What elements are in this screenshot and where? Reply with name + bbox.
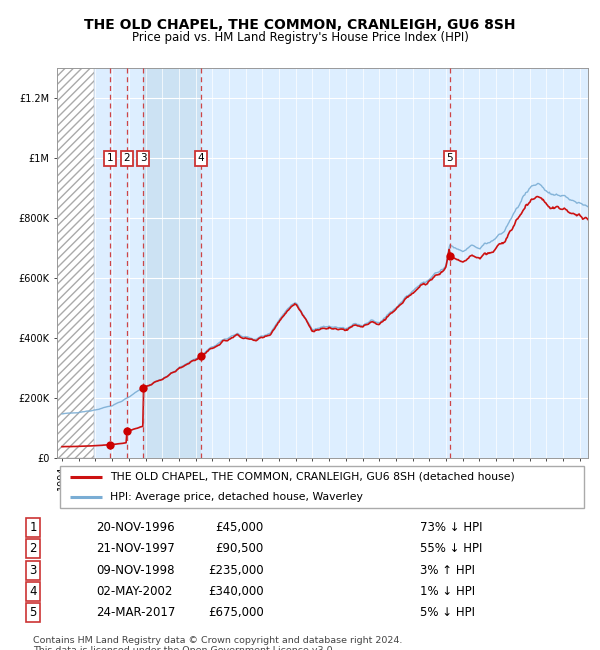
Text: 5: 5 bbox=[29, 606, 37, 619]
Text: 3: 3 bbox=[140, 153, 146, 163]
Text: 55% ↓ HPI: 55% ↓ HPI bbox=[420, 542, 482, 555]
Text: THE OLD CHAPEL, THE COMMON, CRANLEIGH, GU6 8SH: THE OLD CHAPEL, THE COMMON, CRANLEIGH, G… bbox=[84, 18, 516, 32]
Text: HPI: Average price, detached house, Waverley: HPI: Average price, detached house, Wave… bbox=[110, 492, 363, 502]
Text: 5% ↓ HPI: 5% ↓ HPI bbox=[420, 606, 475, 619]
Text: £340,000: £340,000 bbox=[208, 585, 264, 598]
Text: £675,000: £675,000 bbox=[208, 606, 264, 619]
Bar bbox=[57, 68, 94, 458]
Text: 09-NOV-1998: 09-NOV-1998 bbox=[96, 564, 175, 577]
Text: 24-MAR-2017: 24-MAR-2017 bbox=[96, 606, 175, 619]
Text: 2: 2 bbox=[29, 542, 37, 555]
Text: 3: 3 bbox=[29, 564, 37, 577]
Text: THE OLD CHAPEL, THE COMMON, CRANLEIGH, GU6 8SH (detached house): THE OLD CHAPEL, THE COMMON, CRANLEIGH, G… bbox=[110, 471, 515, 482]
Text: 73% ↓ HPI: 73% ↓ HPI bbox=[420, 521, 482, 534]
Text: 1: 1 bbox=[29, 521, 37, 534]
Text: £45,000: £45,000 bbox=[216, 521, 264, 534]
FancyBboxPatch shape bbox=[59, 466, 584, 508]
Text: 3% ↑ HPI: 3% ↑ HPI bbox=[420, 564, 475, 577]
Text: 1% ↓ HPI: 1% ↓ HPI bbox=[420, 585, 475, 598]
Text: 2: 2 bbox=[124, 153, 130, 163]
Text: £90,500: £90,500 bbox=[216, 542, 264, 555]
Text: 02-MAY-2002: 02-MAY-2002 bbox=[96, 585, 172, 598]
Text: 1: 1 bbox=[107, 153, 113, 163]
Text: 4: 4 bbox=[198, 153, 205, 163]
Text: Contains HM Land Registry data © Crown copyright and database right 2024.
This d: Contains HM Land Registry data © Crown c… bbox=[33, 636, 403, 650]
Text: 5: 5 bbox=[446, 153, 453, 163]
Text: Price paid vs. HM Land Registry's House Price Index (HPI): Price paid vs. HM Land Registry's House … bbox=[131, 31, 469, 44]
Bar bbox=[143, 68, 201, 458]
Bar bbox=[57, 68, 94, 458]
Text: 4: 4 bbox=[29, 585, 37, 598]
Text: 20-NOV-1996: 20-NOV-1996 bbox=[96, 521, 175, 534]
Text: 21-NOV-1997: 21-NOV-1997 bbox=[96, 542, 175, 555]
Text: £235,000: £235,000 bbox=[208, 564, 264, 577]
